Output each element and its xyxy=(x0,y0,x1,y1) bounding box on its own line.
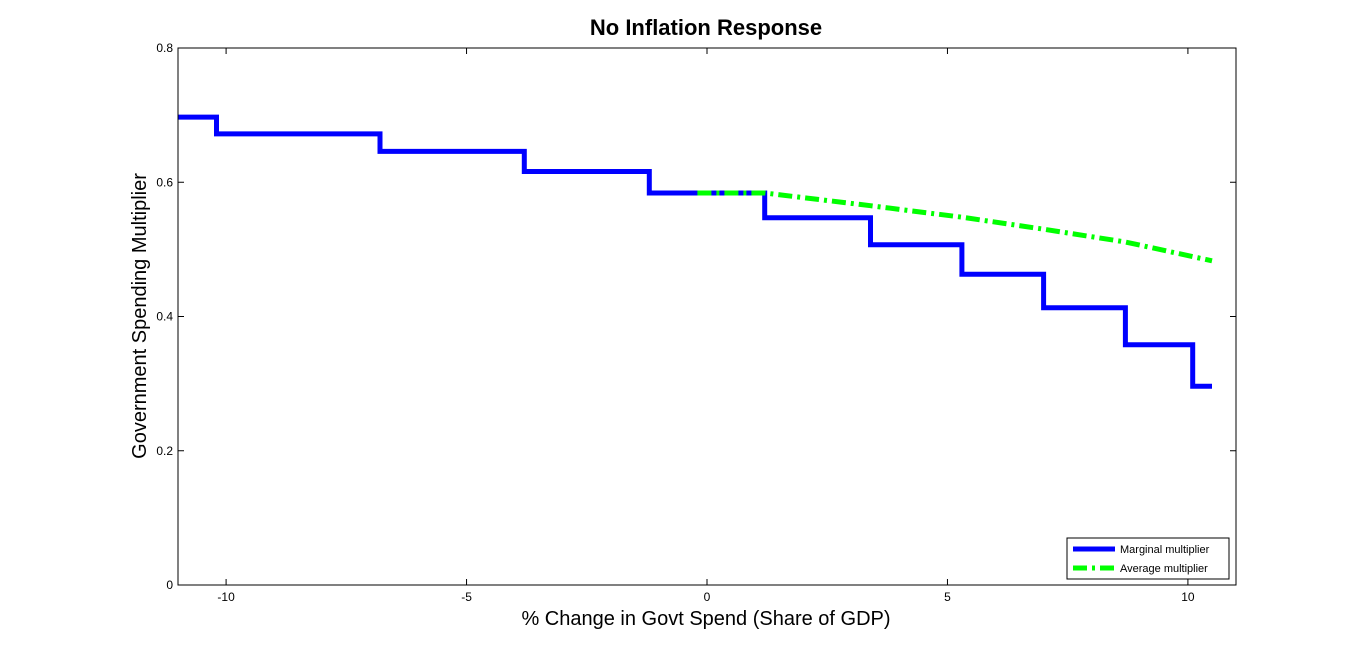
legend-marginal-label: Marginal multiplier xyxy=(1120,544,1210,556)
chart-title: No Inflation Response xyxy=(590,15,822,40)
y-tick-label: 0 xyxy=(166,578,173,592)
y-tick-label: 0.4 xyxy=(156,310,173,324)
legend-average-label: Average multiplier xyxy=(1120,563,1208,575)
legend-box xyxy=(1066,537,1230,580)
x-axis-label: % Change in Govt Spend (Share of GDP) xyxy=(521,608,890,630)
series-line-0 xyxy=(178,114,1212,389)
series-line-1 xyxy=(697,190,1213,264)
x-tick-label: -5 xyxy=(461,590,472,604)
x-tick-label: 0 xyxy=(704,590,711,604)
series-layer xyxy=(178,114,1213,389)
y-tick-label: 0.2 xyxy=(156,444,173,458)
x-tick-label: 10 xyxy=(1181,590,1195,604)
y-axis-label: Government Spending Multiplier xyxy=(129,173,151,459)
legend: Marginal multiplier Average multiplier xyxy=(1066,537,1230,580)
ticks-layer: -10 -5 0 5 10 0 0.2 0.4 0.6 0.8 xyxy=(156,41,1236,604)
axes-box xyxy=(177,47,1237,586)
x-tick-label: -10 xyxy=(217,590,235,604)
x-tick-label: 5 xyxy=(944,590,951,604)
y-tick-label: 0.6 xyxy=(156,175,173,189)
y-tick-label: 0.8 xyxy=(156,41,173,55)
